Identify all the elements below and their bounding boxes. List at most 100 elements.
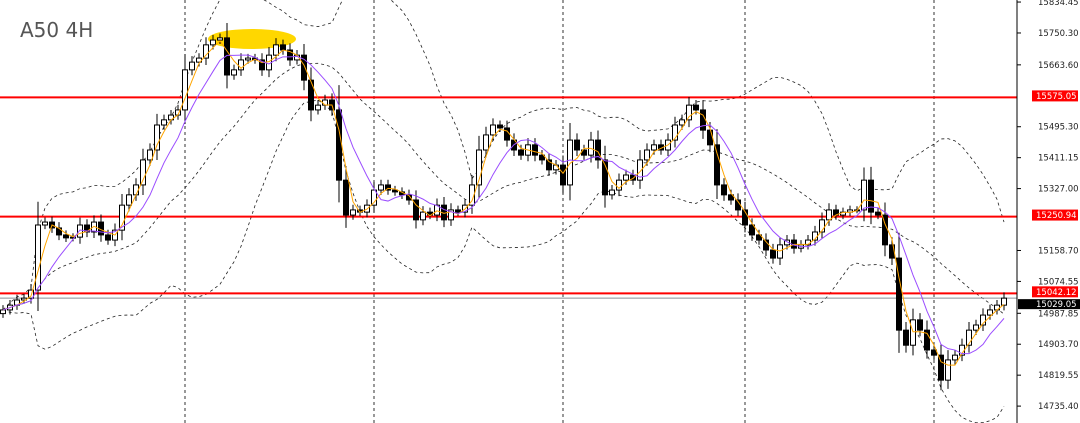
candle-bear (546, 159, 552, 171)
candle-bull (0, 309, 6, 315)
candle-bull (182, 69, 188, 111)
candle-bull (119, 204, 125, 231)
candle-bull (217, 37, 223, 41)
candle-bear (931, 349, 937, 356)
candle-bear (63, 234, 69, 239)
candle-bear (700, 109, 706, 131)
current-price-label-bg (1018, 299, 1080, 310)
axis-tick-label: 14903.70 (1038, 340, 1079, 350)
candle-bull (679, 119, 685, 126)
candle-bull (861, 179, 867, 211)
candle-bear (497, 124, 503, 129)
candle-bear (413, 199, 419, 221)
candle-bull (77, 224, 83, 238)
candle-bull (154, 124, 160, 151)
candle-bull (273, 44, 279, 56)
candle-bull (126, 194, 132, 206)
candle-bull (490, 124, 496, 136)
candle-bear (532, 144, 538, 156)
candle-bear (308, 79, 314, 111)
chart-title: A50 4H (20, 18, 94, 42)
level-label: 15042.12 (1036, 288, 1077, 298)
candle-bear (917, 319, 923, 331)
level-label: 15575.05 (1036, 92, 1077, 102)
moving-averages (2, 40, 1005, 366)
level-label-bg (1032, 286, 1078, 298)
candle-bear (756, 234, 762, 241)
candle-bear (84, 224, 90, 233)
axis-tick-label: 15750.30 (1038, 29, 1079, 39)
candle-bull (644, 149, 650, 161)
candle-bear (518, 149, 524, 156)
candle-bear (721, 184, 727, 196)
candle-bull (483, 134, 489, 151)
candle-bull (945, 359, 951, 381)
price-axis: 15834.45 15750.30 15663.60 15495.30 15411.15… (1017, 0, 1079, 412)
candle-bull (910, 319, 916, 346)
candle-bear (749, 224, 755, 236)
candle-bear (406, 194, 412, 201)
fast-ma-line (2, 40, 1005, 366)
candle-bull (980, 314, 986, 326)
candle-bear (105, 234, 111, 241)
candle-bear (896, 257, 902, 331)
candle-bull (203, 44, 209, 59)
candle-bull (315, 104, 321, 111)
candle-bull (1001, 297, 1007, 306)
candle-bull (952, 354, 958, 361)
axis-tick-label: 15327.00 (1038, 185, 1079, 195)
candle-bear (392, 189, 398, 193)
level-label: 15250.94 (1036, 211, 1077, 221)
candle-bull (350, 209, 356, 216)
candle-bull (616, 179, 622, 191)
axis-tick-label: 14987.85 (1038, 309, 1079, 319)
level-label-bg (1032, 90, 1078, 102)
candle-bull (140, 159, 146, 186)
candle-bear (539, 154, 545, 161)
candle-bull (245, 57, 251, 61)
candle-bull (35, 224, 41, 291)
current-price-label: 15029.05 (1036, 300, 1077, 310)
axis-tick-label: 14819.55 (1038, 371, 1079, 381)
candle-bear (938, 354, 944, 381)
candle-bear (287, 49, 293, 61)
candle-bear (924, 329, 930, 351)
candle-bear (301, 54, 307, 81)
candle-bear (903, 329, 909, 346)
candle-bear (343, 179, 349, 216)
candle-bear (336, 109, 342, 181)
candle-bear (707, 129, 713, 146)
candle-bear (742, 209, 748, 226)
candle-bear (385, 184, 391, 191)
candle-bull (826, 209, 832, 221)
candle-bull (672, 124, 678, 141)
candle-bull (189, 61, 195, 71)
candle-bull (420, 211, 426, 221)
candle-bull (147, 149, 153, 161)
candle-bear (602, 159, 608, 196)
candle-bull (651, 144, 657, 151)
candle-bear (259, 59, 265, 71)
candle-bear (504, 127, 510, 141)
candle-bear (693, 104, 699, 111)
level-label-bg (1032, 209, 1078, 221)
candle-bear (875, 211, 881, 216)
candle-bull (588, 139, 594, 156)
candle-bull (42, 221, 48, 226)
candle-bull (161, 119, 167, 126)
candle-bear (770, 249, 776, 259)
candle-bull (686, 104, 692, 121)
candle-bear (455, 209, 461, 213)
candle-bear (280, 44, 286, 51)
candle-bear (728, 194, 734, 201)
candle-bear (714, 144, 720, 186)
band-middle (2, 62, 1005, 315)
candle-bull (371, 189, 377, 206)
axis-tick-label: 15158.70 (1038, 246, 1079, 256)
candle-bull (973, 324, 979, 331)
axis-tick-label: 15834.45 (1038, 0, 1079, 8)
axis-tick-label: 15663.60 (1038, 61, 1079, 71)
level-labels: 15029.05 15575.05 15250.94 15042.12 (1018, 90, 1080, 310)
candle-bull (609, 189, 615, 196)
candle-bull (637, 159, 643, 181)
